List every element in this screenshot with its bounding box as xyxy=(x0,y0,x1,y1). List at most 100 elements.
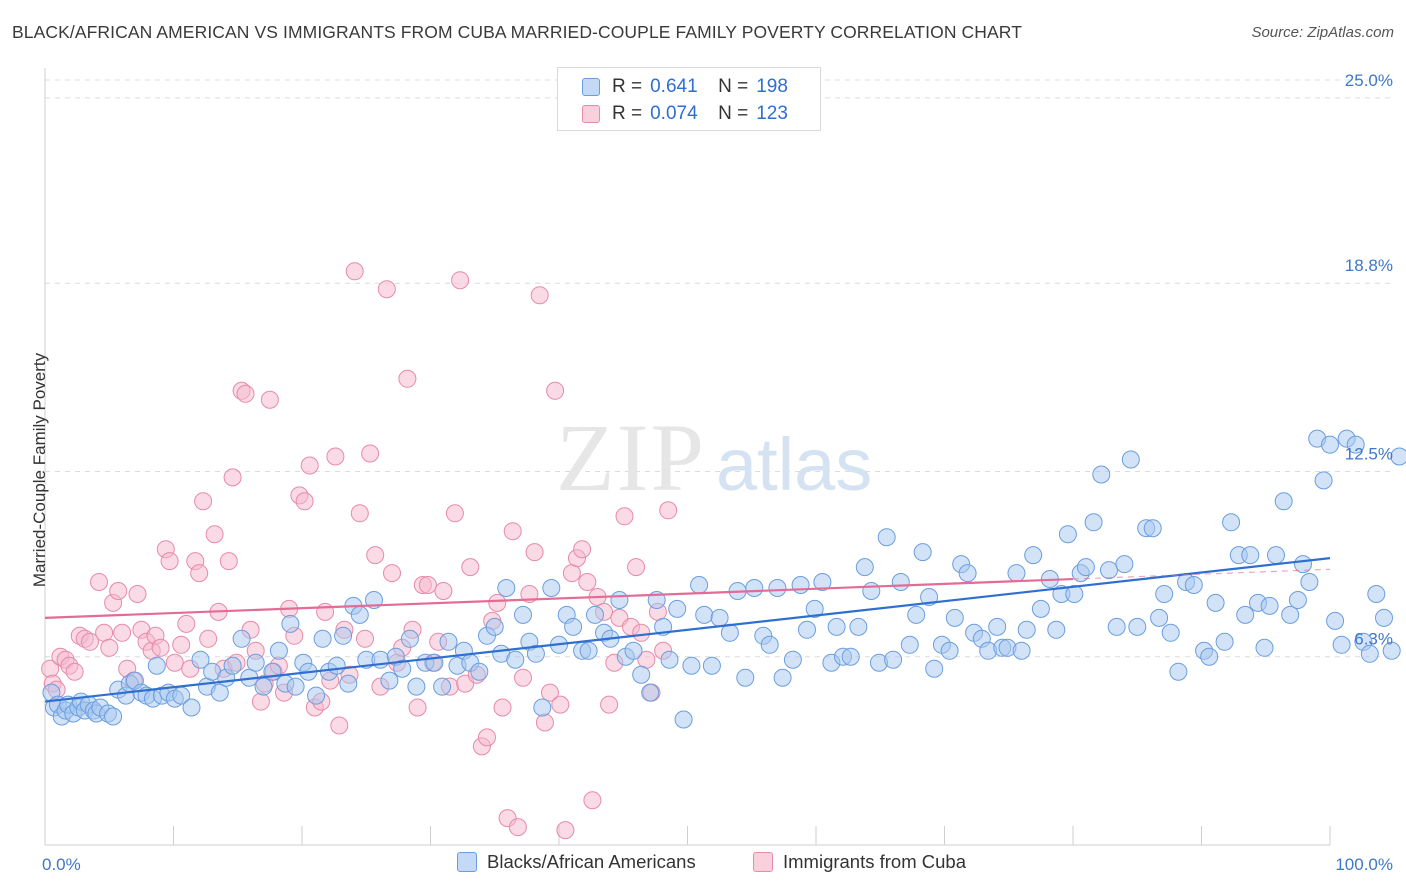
blacks-point xyxy=(313,629,332,648)
blacks-point xyxy=(668,599,687,618)
blacks-point xyxy=(610,591,629,609)
cuba-point xyxy=(383,564,401,583)
blacks-point xyxy=(760,635,779,654)
blacks-point xyxy=(526,644,545,663)
cuba-point xyxy=(260,390,279,409)
blacks-point xyxy=(925,659,944,678)
cuba-point xyxy=(556,821,575,840)
blacks-point xyxy=(533,698,552,717)
cuba-point xyxy=(345,262,364,281)
blacks-point xyxy=(1065,585,1084,603)
blacks-point xyxy=(327,656,346,675)
cuba-point xyxy=(562,564,581,583)
cuba-point xyxy=(95,623,114,642)
cuba-point xyxy=(350,504,369,523)
trend-layer xyxy=(44,557,1331,703)
cuba-point xyxy=(578,573,597,591)
grid-layer xyxy=(45,79,1395,658)
blacks-point xyxy=(1092,465,1111,484)
blacks-point xyxy=(805,599,824,618)
blacks-point xyxy=(907,605,926,624)
cuba-point xyxy=(503,522,522,541)
blacks-point xyxy=(768,579,787,597)
blacks-point xyxy=(579,641,598,660)
bottom-legend-label-cuba: Immigrants from Cuba xyxy=(783,851,966,872)
blacks-point xyxy=(660,650,679,669)
blacks-point xyxy=(223,656,242,675)
legend-n-value: 198 xyxy=(756,76,788,97)
blacks-point xyxy=(632,665,651,684)
cuba-point xyxy=(514,668,532,687)
cuba-point xyxy=(177,614,196,633)
cuba-point xyxy=(546,381,565,400)
blacks-point xyxy=(798,620,816,639)
trend-line-cuba xyxy=(44,577,1074,619)
cuba-point xyxy=(632,623,651,642)
blacks-point xyxy=(1076,558,1095,577)
blacks-point xyxy=(1236,605,1255,624)
blacks-point xyxy=(254,677,273,696)
blacks-point xyxy=(1107,617,1126,636)
blacks-point xyxy=(485,617,504,636)
cuba-point xyxy=(461,558,480,577)
blacks-point xyxy=(958,564,977,583)
blacks-point xyxy=(1206,593,1225,612)
axis-layer xyxy=(44,68,1331,846)
blacks-point xyxy=(1267,546,1285,565)
blacks-point xyxy=(1222,513,1241,532)
blacks-point xyxy=(350,605,369,624)
blacks-point xyxy=(542,579,561,597)
blacks-point xyxy=(286,677,305,696)
cuba-point xyxy=(356,629,374,648)
blacks-point xyxy=(849,617,868,636)
cuba-point xyxy=(418,576,437,594)
blacks-point xyxy=(1115,555,1134,574)
blacks-point xyxy=(855,558,874,577)
cuba-point xyxy=(151,638,170,657)
legend-swatch-pink xyxy=(582,105,600,123)
blacks-point xyxy=(1215,632,1234,651)
bottom-legend-cuba: Immigrants from Cuba xyxy=(753,851,966,873)
source-note: Source: ZipAtlas.com xyxy=(1251,24,1394,41)
blacks-point xyxy=(900,635,919,654)
cuba-point xyxy=(615,507,634,526)
blacks-point xyxy=(147,656,166,675)
blacks-point xyxy=(1332,635,1351,654)
blacks-point xyxy=(1012,641,1031,660)
legend-r-label: R = xyxy=(612,76,643,97)
cuba-point xyxy=(90,573,108,591)
blacks-point xyxy=(1346,435,1365,454)
y-tick-label: 6.3% xyxy=(1354,630,1393,649)
blacks-point xyxy=(773,668,792,687)
bottom-legend-swatch-pink xyxy=(753,852,773,872)
blacks-point xyxy=(884,650,903,669)
blacks-point xyxy=(641,683,660,702)
blacks-point xyxy=(913,543,932,562)
blacks-point xyxy=(1007,564,1026,583)
blacks-point xyxy=(1047,620,1066,639)
cuba-point xyxy=(408,698,427,717)
cuba-point xyxy=(330,716,349,735)
blacks-point xyxy=(506,650,525,669)
blacks-point xyxy=(827,617,846,636)
bottom-legend-label-blacks: Blacks/African Americans xyxy=(487,851,696,872)
blacks-point xyxy=(1314,471,1333,490)
blacks-point xyxy=(682,656,701,675)
blacks-point xyxy=(791,576,810,594)
trend-line-blacks xyxy=(44,557,1331,703)
cuba-point xyxy=(295,492,314,511)
cuba-point xyxy=(434,582,453,600)
blacks-point xyxy=(497,579,516,597)
y-tick-label: 25.0% xyxy=(1345,71,1393,90)
cuba-point xyxy=(377,280,396,299)
blacks-point xyxy=(940,641,959,660)
legend-n-label: N = xyxy=(718,76,749,97)
blacks-point xyxy=(624,641,643,660)
cuba-point xyxy=(172,635,191,654)
cuba-point xyxy=(451,271,470,290)
x-tick-label: 0.0% xyxy=(42,855,81,874)
cuba-point xyxy=(541,683,559,702)
blacks-point xyxy=(1150,608,1169,627)
blacks-point xyxy=(841,647,860,666)
cuba-point xyxy=(190,564,209,583)
